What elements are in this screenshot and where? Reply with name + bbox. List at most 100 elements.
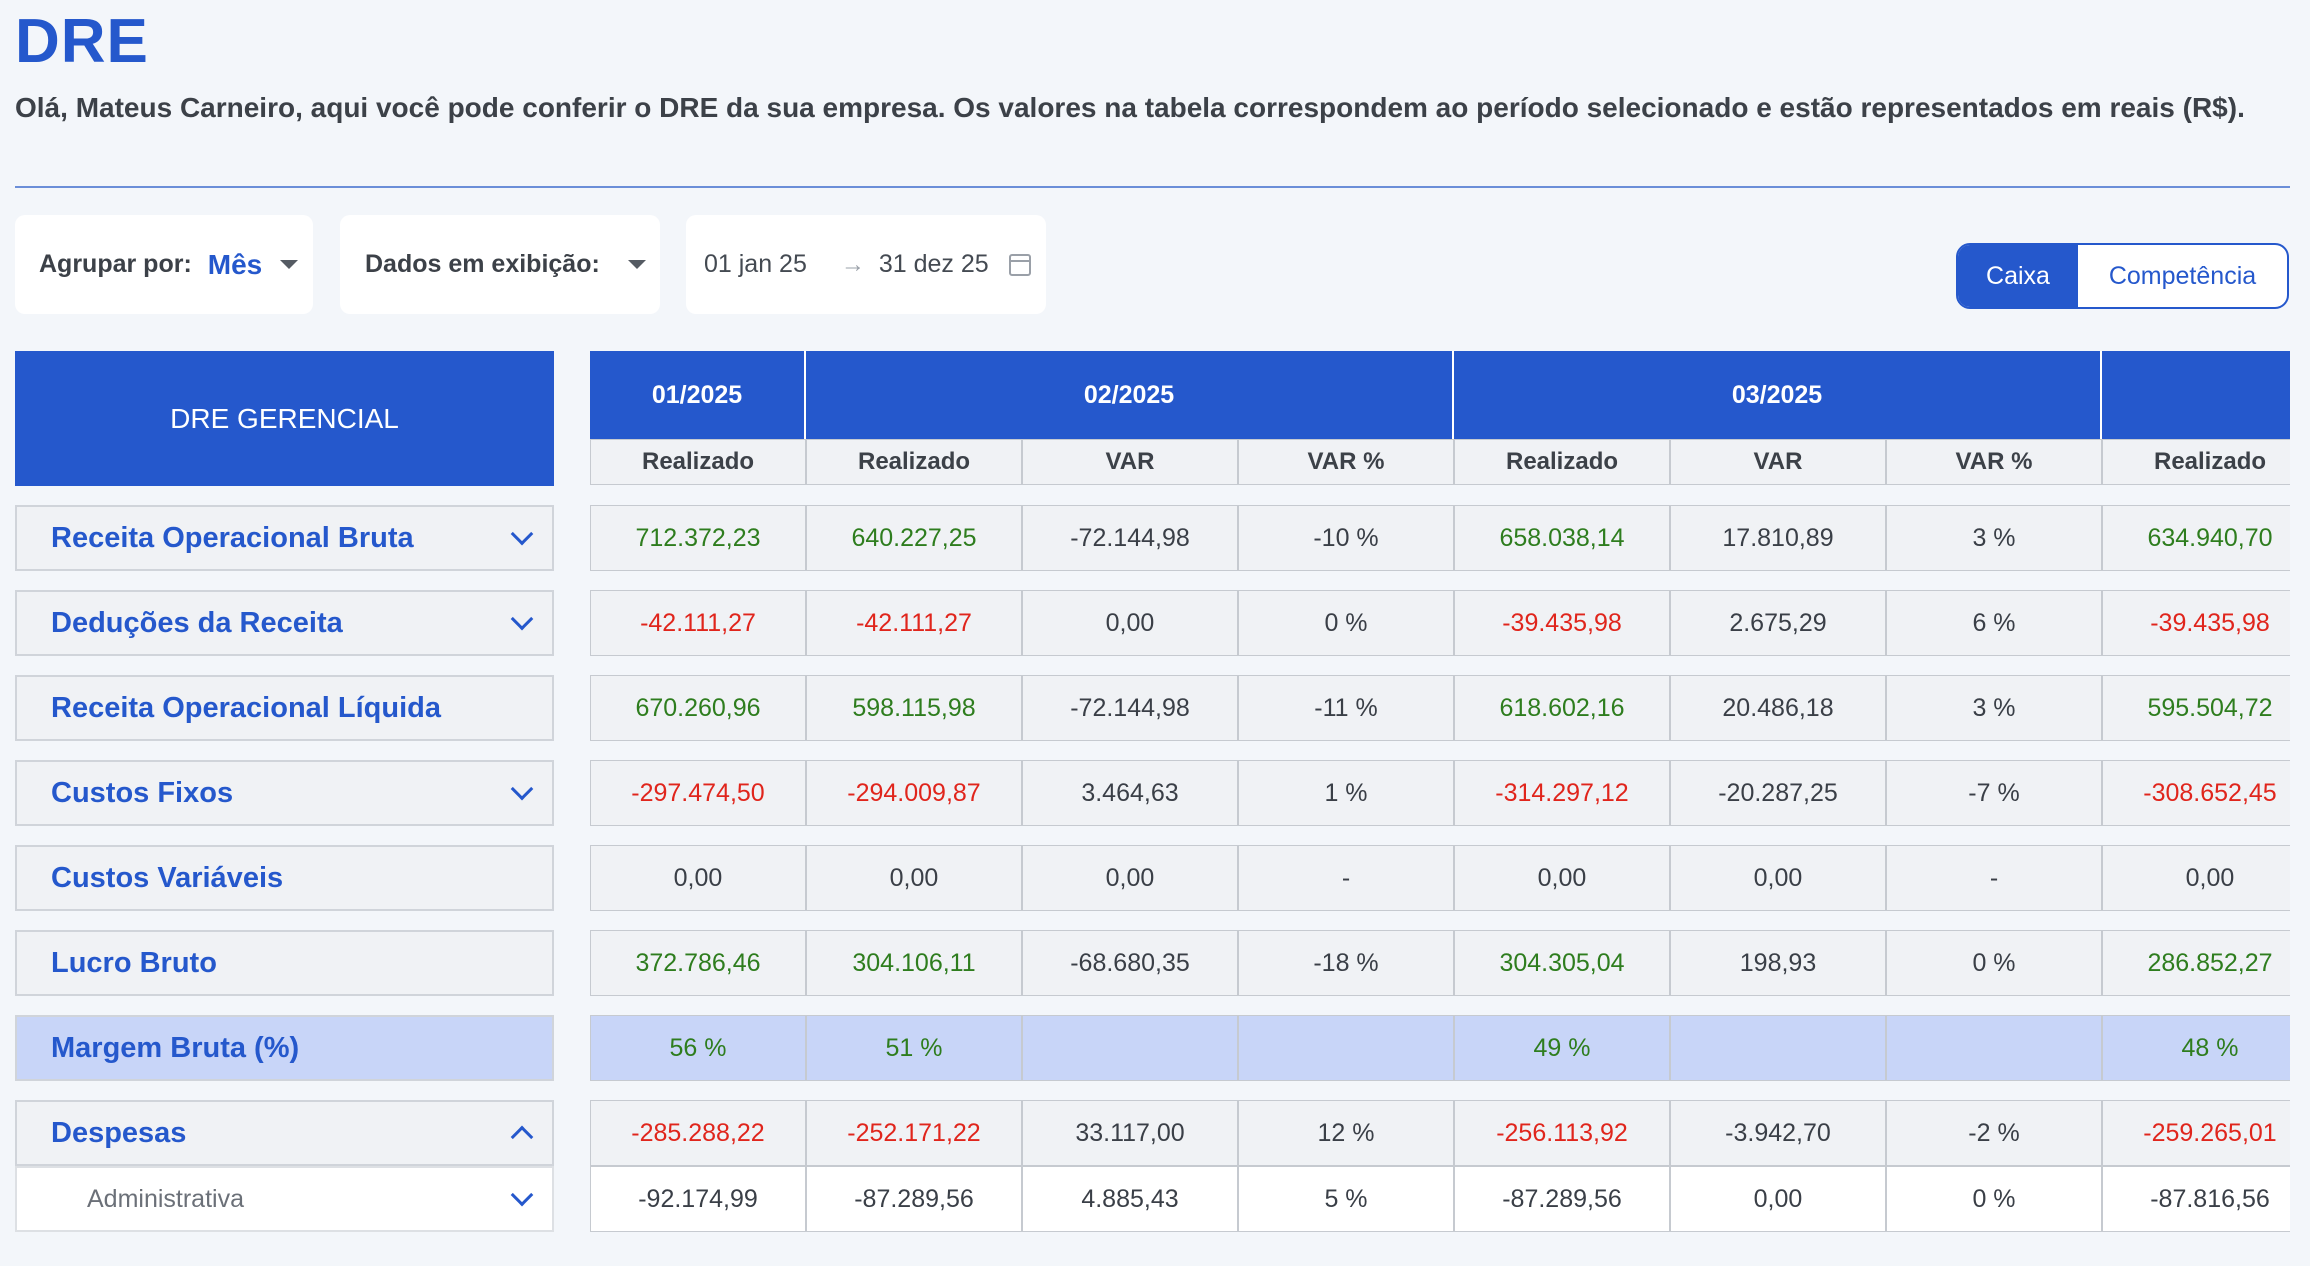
row-label-0[interactable]: Receita Operacional Bruta	[15, 505, 554, 571]
table-cell: 1 %	[1238, 760, 1454, 826]
table-cell: 0,00	[1454, 845, 1670, 911]
chevron-down-icon[interactable]	[510, 1183, 534, 1207]
table-cell: 20.486,18	[1670, 675, 1886, 741]
table-cell: 304.106,11	[806, 930, 1022, 996]
table-cell: -87.289,56	[1454, 1166, 1670, 1232]
table-cell: -87.289,56	[806, 1166, 1022, 1232]
column-header: Realizado	[590, 439, 806, 485]
column-header: VAR %	[1238, 439, 1454, 485]
table-cell: 5 %	[1238, 1166, 1454, 1232]
divider	[15, 186, 2290, 188]
period-header: 02/2025	[806, 351, 1454, 439]
caret-down-icon	[627, 260, 646, 269]
table-cell: -259.265,01	[2102, 1100, 2290, 1166]
row-label-text: Receita Operacional Líquida	[51, 691, 441, 724]
table-cell: -10 %	[1238, 505, 1454, 571]
table-cell: -92.174,99	[590, 1166, 806, 1232]
table-cell	[1238, 1015, 1454, 1081]
table-cell: -	[1238, 845, 1454, 911]
date-start[interactable]: 01 jan 25	[704, 250, 807, 278]
chevron-down-icon[interactable]	[510, 522, 534, 546]
table-cell: -3.942,70	[1670, 1100, 1886, 1166]
table-cell: 0 %	[1238, 590, 1454, 656]
table-cell: -11 %	[1238, 675, 1454, 741]
table-cell: 3.464,63	[1022, 760, 1238, 826]
table-cell: 3 %	[1886, 505, 2102, 571]
table-cell: -314.297,12	[1454, 760, 1670, 826]
table-cell: 0,00	[1670, 1166, 1886, 1232]
table-cell: -	[1886, 845, 2102, 911]
table-cell: 198,93	[1670, 930, 1886, 996]
toggle-competencia[interactable]: Competência	[2108, 261, 2257, 290]
column-header: Realizado	[2102, 439, 2290, 485]
table-cell: 598.115,98	[806, 675, 1022, 741]
table-cell: -18 %	[1238, 930, 1454, 996]
date-end[interactable]: 31 dez 25	[878, 250, 989, 278]
table-cell: 2.675,29	[1670, 590, 1886, 656]
table-cell: 12 %	[1238, 1100, 1454, 1166]
table-cell	[1022, 1015, 1238, 1081]
table-cell: -39.435,98	[1454, 590, 1670, 656]
table-cell: -2 %	[1886, 1100, 2102, 1166]
chevron-down-icon[interactable]	[510, 777, 534, 801]
column-header: Realizado	[806, 439, 1022, 485]
table-cell: 595.504,72	[2102, 675, 2290, 741]
table-cell: 0,00	[2102, 845, 2290, 911]
row-label-1[interactable]: Deduções da Receita	[15, 590, 554, 656]
toggle-caixa[interactable]: Caixa	[1958, 245, 2078, 307]
table-cell: -285.288,22	[590, 1100, 806, 1166]
table-cell: -39.435,98	[2102, 590, 2290, 656]
table-cell: 618.602,16	[1454, 675, 1670, 741]
table-cell: 0,00	[1670, 845, 1886, 911]
table-cell	[1886, 1015, 2102, 1081]
table-cell: -294.009,87	[806, 760, 1022, 826]
table-cell: 0,00	[806, 845, 1022, 911]
table-cell: -87.816,56	[2102, 1166, 2290, 1232]
page-subtitle: Olá, Mateus Carneiro, aqui você pode con…	[15, 92, 2245, 123]
row-label-text: Receita Operacional Bruta	[51, 521, 414, 554]
calendar-icon[interactable]	[1008, 253, 1031, 276]
date-range-picker[interactable]: 01 jan 25 → 31 dez 25	[686, 215, 1046, 314]
row-label-3[interactable]: Custos Fixos	[15, 760, 554, 826]
group-by-select[interactable]: Agrupar por: Mês	[15, 215, 313, 314]
dre-table-title: DRE GERENCIAL	[15, 351, 554, 486]
table-cell: 0,00	[1022, 590, 1238, 656]
table-cell: 658.038,14	[1454, 505, 1670, 571]
arrow-right-icon: →	[840, 250, 865, 278]
chevron-down-icon[interactable]	[510, 607, 534, 631]
chevron-up-icon[interactable]	[510, 1125, 534, 1149]
row-label-text: Lucro Bruto	[51, 946, 217, 979]
data-display-select[interactable]: Dados em exibição:	[340, 215, 660, 314]
table-cell: -256.113,92	[1454, 1100, 1670, 1166]
row-label-text: Deduções da Receita	[51, 606, 343, 639]
row-label-administrativa[interactable]: Administrativa	[15, 1166, 554, 1232]
period-header: 01/2025	[590, 351, 806, 439]
table-cell: -68.680,35	[1022, 930, 1238, 996]
row-label-text: Custos Variáveis	[51, 861, 284, 894]
table-cell: 712.372,23	[590, 505, 806, 571]
table-cell: -72.144,98	[1022, 675, 1238, 741]
column-header: VAR	[1022, 439, 1238, 485]
table-cell: 3 %	[1886, 675, 2102, 741]
table-cell: -42.111,27	[590, 590, 806, 656]
table-cell: 51 %	[806, 1015, 1022, 1081]
table-cell: 0,00	[590, 845, 806, 911]
table-cell: 670.260,96	[590, 675, 806, 741]
table-cell: 0,00	[1022, 845, 1238, 911]
regime-toggle[interactable]: Caixa Competência	[1956, 243, 2289, 309]
row-label-text: Custos Fixos	[51, 776, 234, 809]
table-cell	[1670, 1015, 1886, 1081]
table-cell: -252.171,22	[806, 1100, 1022, 1166]
table-cell: 48 %	[2102, 1015, 2290, 1081]
group-by-label: Agrupar por:	[39, 250, 192, 278]
row-label-7[interactable]: Despesas	[15, 1100, 554, 1166]
row-label-5: Lucro Bruto	[15, 930, 554, 996]
column-header: Realizado	[1454, 439, 1670, 485]
table-cell: 640.227,25	[806, 505, 1022, 571]
row-label-2: Receita Operacional Líquida	[15, 675, 554, 741]
column-header: VAR %	[1886, 439, 2102, 485]
table-cell: 33.117,00	[1022, 1100, 1238, 1166]
row-label-text: Administrativa	[87, 1184, 244, 1213]
table-cell: 6 %	[1886, 590, 2102, 656]
